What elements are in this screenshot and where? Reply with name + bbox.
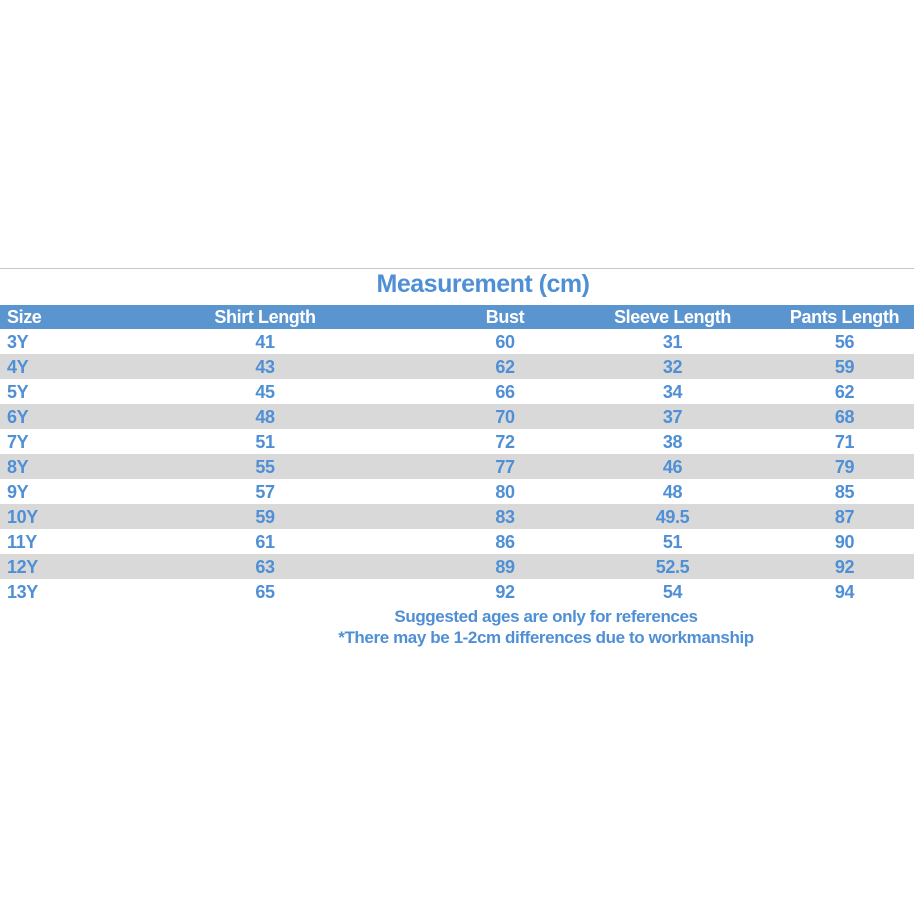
cell-pants-length: 85 bbox=[834, 481, 855, 502]
cell-shirt-length: 51 bbox=[255, 431, 275, 452]
cell-pants-length: 92 bbox=[834, 556, 855, 577]
cell-bust: 92 bbox=[495, 581, 515, 602]
cell-size: 10Y bbox=[7, 506, 38, 527]
cell-sleeve-length: 37 bbox=[662, 406, 683, 427]
footnote-workmanship: *There may be 1-2cm differences due to w… bbox=[338, 628, 754, 647]
cell-size: 6Y bbox=[7, 406, 29, 427]
table-row: 7Y 51 72 38 71 bbox=[0, 429, 914, 454]
column-header-sleeve-length: Sleeve Length bbox=[614, 307, 731, 327]
cell-shirt-length: 59 bbox=[255, 506, 275, 527]
cell-sleeve-length: 54 bbox=[662, 581, 683, 602]
footnote-references: Suggested ages are only for references bbox=[394, 607, 698, 626]
table-row: 3Y 41 60 31 56 bbox=[0, 329, 914, 354]
cell-bust: 83 bbox=[495, 506, 515, 527]
footnotes: Suggested ages are only for references *… bbox=[89, 606, 914, 648]
cell-pants-length: 59 bbox=[834, 356, 855, 377]
column-header-shirt-length: Shirt Length bbox=[214, 307, 316, 327]
cell-bust: 80 bbox=[495, 481, 515, 502]
cell-pants-length: 79 bbox=[834, 456, 855, 477]
cell-shirt-length: 41 bbox=[255, 331, 275, 352]
cell-shirt-length: 55 bbox=[255, 456, 275, 477]
cell-bust: 77 bbox=[495, 456, 515, 477]
cell-bust: 60 bbox=[495, 331, 515, 352]
column-header-size: Size bbox=[7, 307, 42, 327]
table-row: 9Y 57 80 48 85 bbox=[0, 479, 914, 504]
cell-size: 9Y bbox=[7, 481, 29, 502]
cell-size: 12Y bbox=[7, 556, 38, 577]
top-divider-line bbox=[0, 268, 914, 269]
cell-shirt-length: 45 bbox=[255, 381, 275, 402]
table-row: 4Y 43 62 32 59 bbox=[0, 354, 914, 379]
column-header-bust: Bust bbox=[485, 307, 525, 327]
cell-shirt-length: 57 bbox=[255, 481, 275, 502]
cell-bust: 86 bbox=[495, 531, 515, 552]
cell-size: 7Y bbox=[7, 431, 29, 452]
table-row: 13Y 65 92 54 94 bbox=[0, 579, 914, 604]
cell-sleeve-length: 34 bbox=[662, 381, 683, 402]
table-header-row: Size Shirt Length Bust Sleeve Length Pan… bbox=[0, 305, 914, 329]
table-row: 10Y 59 83 49.5 87 bbox=[0, 504, 914, 529]
cell-pants-length: 90 bbox=[834, 531, 855, 552]
cell-pants-length: 68 bbox=[834, 406, 855, 427]
cell-bust: 89 bbox=[495, 556, 515, 577]
cell-shirt-length: 61 bbox=[255, 531, 275, 552]
cell-pants-length: 94 bbox=[834, 581, 855, 602]
cell-shirt-length: 43 bbox=[255, 356, 275, 377]
cell-bust: 70 bbox=[495, 406, 515, 427]
table-row: 6Y 48 70 37 68 bbox=[0, 404, 914, 429]
cell-pants-length: 87 bbox=[834, 506, 855, 527]
cell-sleeve-length: 48 bbox=[662, 481, 683, 502]
cell-shirt-length: 63 bbox=[255, 556, 275, 577]
cell-bust: 62 bbox=[495, 356, 515, 377]
measurement-table: Size Shirt Length Bust Sleeve Length Pan… bbox=[0, 305, 914, 604]
cell-shirt-length: 65 bbox=[255, 581, 275, 602]
cell-size: 13Y bbox=[7, 581, 38, 602]
table-row: 5Y 45 66 34 62 bbox=[0, 379, 914, 404]
cell-pants-length: 62 bbox=[834, 381, 855, 402]
cell-sleeve-length: 31 bbox=[662, 331, 683, 352]
cell-sleeve-length: 46 bbox=[662, 456, 683, 477]
cell-size: 8Y bbox=[7, 456, 29, 477]
cell-size: 5Y bbox=[7, 381, 29, 402]
cell-size: 11Y bbox=[7, 531, 37, 552]
table-row: 8Y 55 77 46 79 bbox=[0, 454, 914, 479]
cell-pants-length: 71 bbox=[834, 431, 855, 452]
cell-size: 4Y bbox=[7, 356, 29, 377]
cell-sleeve-length: 38 bbox=[662, 431, 683, 452]
table-row: 12Y 63 89 52.5 92 bbox=[0, 554, 914, 579]
table-body: 3Y 41 60 31 56 4Y 43 62 32 59 5Y 45 66 3… bbox=[0, 329, 914, 604]
column-header-pants-length: Pants Length bbox=[789, 307, 900, 327]
cell-shirt-length: 48 bbox=[255, 406, 275, 427]
cell-size: 3Y bbox=[7, 331, 29, 352]
cell-bust: 66 bbox=[495, 381, 515, 402]
table-row: 11Y 61 86 51 90 bbox=[0, 529, 914, 554]
cell-sleeve-length: 49.5 bbox=[655, 506, 690, 527]
cell-pants-length: 56 bbox=[834, 331, 855, 352]
cell-sleeve-length: 52.5 bbox=[655, 556, 690, 577]
cell-sleeve-length: 51 bbox=[662, 531, 683, 552]
cell-sleeve-length: 32 bbox=[662, 356, 683, 377]
cell-bust: 72 bbox=[495, 431, 515, 452]
page-title: Measurement (cm) bbox=[376, 270, 590, 298]
